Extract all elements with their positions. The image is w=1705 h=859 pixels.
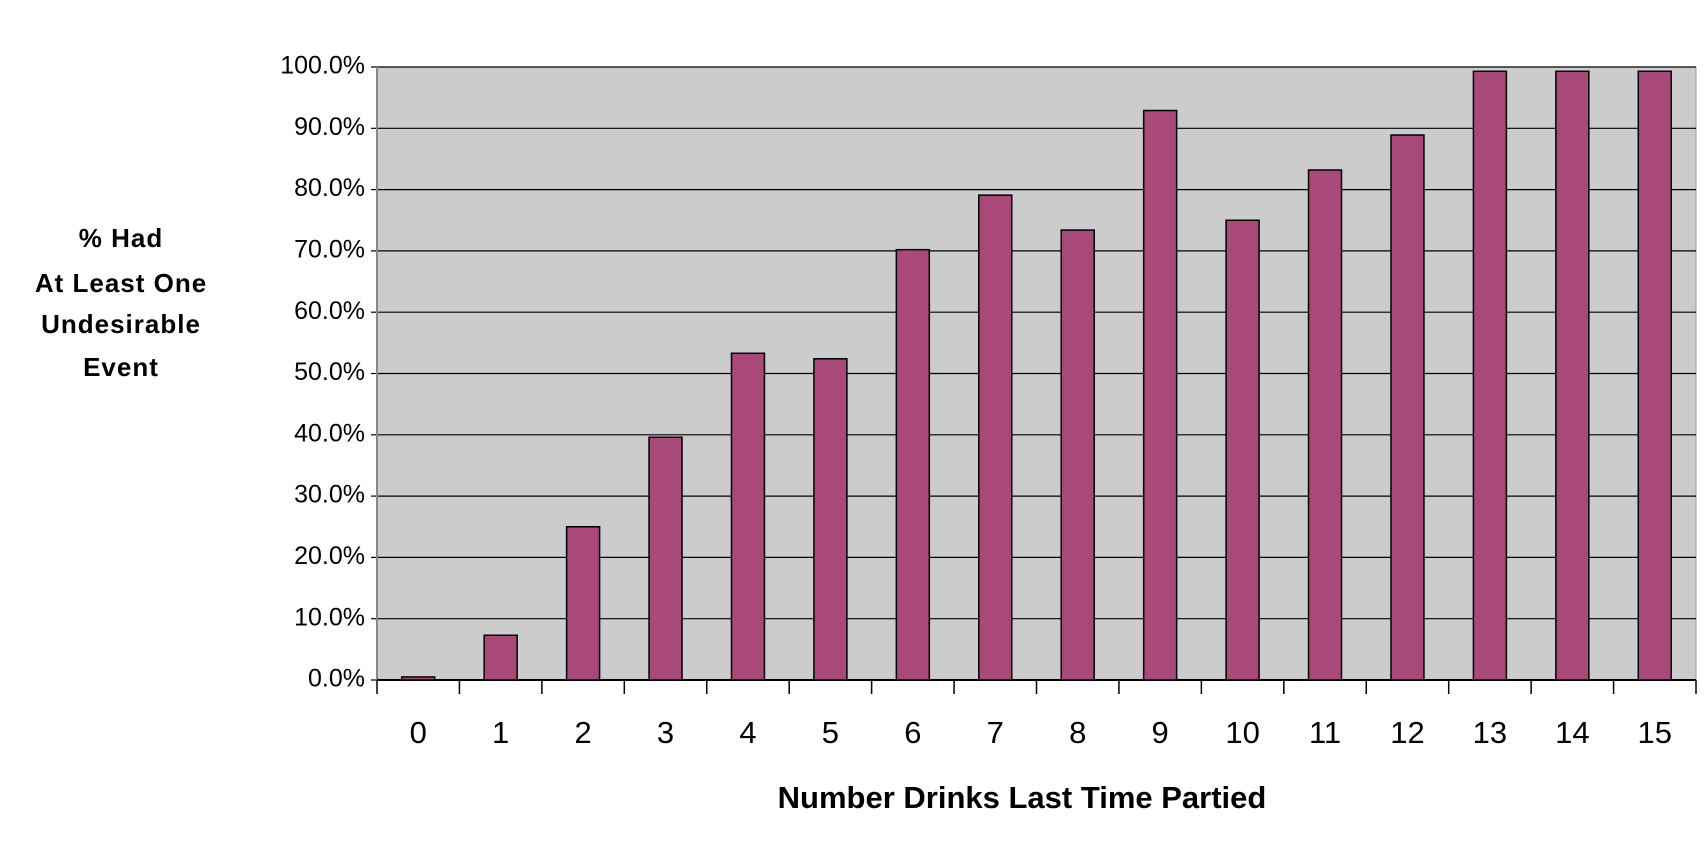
bar — [648, 436, 683, 681]
bar — [1142, 109, 1178, 681]
x-tick-label: 2 — [574, 715, 591, 750]
x-tick-label: 7 — [987, 715, 1004, 750]
bar — [1472, 70, 1508, 681]
x-tick-label: 15 — [1638, 715, 1672, 750]
x-tick-label: 12 — [1390, 715, 1424, 750]
x-tick-label: 13 — [1473, 715, 1507, 750]
bar — [483, 634, 518, 681]
y-tick-label: 20.0% — [294, 542, 365, 570]
x-tick-label: 5 — [822, 715, 839, 750]
bar — [978, 194, 1013, 681]
x-tick-label: 6 — [904, 715, 921, 750]
bar — [565, 526, 601, 681]
bar — [1390, 134, 1425, 681]
x-tick-label: 11 — [1309, 715, 1341, 750]
y-tick-label: 50.0% — [294, 358, 365, 386]
bar — [895, 248, 931, 681]
y-axis-title: At Least One — [35, 268, 207, 298]
y-tick-label: 0.0% — [308, 665, 365, 693]
bar — [400, 676, 436, 681]
bar — [813, 358, 848, 681]
bar — [1555, 70, 1590, 681]
bar — [1637, 70, 1673, 681]
y-tick-label: 80.0% — [294, 174, 365, 202]
x-tick-label: 10 — [1225, 715, 1259, 750]
x-tick-label: 4 — [739, 715, 756, 750]
x-tick-label: 14 — [1555, 715, 1589, 750]
y-axis-title: % Had — [79, 223, 163, 253]
bar — [1060, 229, 1095, 681]
y-tick-label: 70.0% — [294, 236, 365, 264]
y-tick-label: 90.0% — [294, 113, 365, 141]
y-tick-label: 100.0% — [280, 52, 365, 80]
y-tick-label: 40.0% — [294, 419, 365, 447]
y-tick-label: 60.0% — [294, 297, 365, 325]
x-tick-label: 1 — [492, 715, 509, 750]
y-axis-title: Event — [83, 352, 159, 382]
x-tick-label: 0 — [410, 715, 427, 750]
bar — [730, 352, 766, 681]
x-tick-label: 9 — [1152, 715, 1169, 750]
bar — [1307, 169, 1343, 681]
bar — [1225, 219, 1260, 681]
x-tick-label: 3 — [657, 715, 674, 750]
x-axis-title: Number Drinks Last Time Partied — [778, 780, 1267, 815]
y-axis-title: Undesirable — [41, 309, 201, 339]
x-tick-label: 8 — [1069, 715, 1086, 750]
y-tick-label: 30.0% — [294, 481, 365, 509]
y-tick-label: 10.0% — [294, 603, 365, 631]
